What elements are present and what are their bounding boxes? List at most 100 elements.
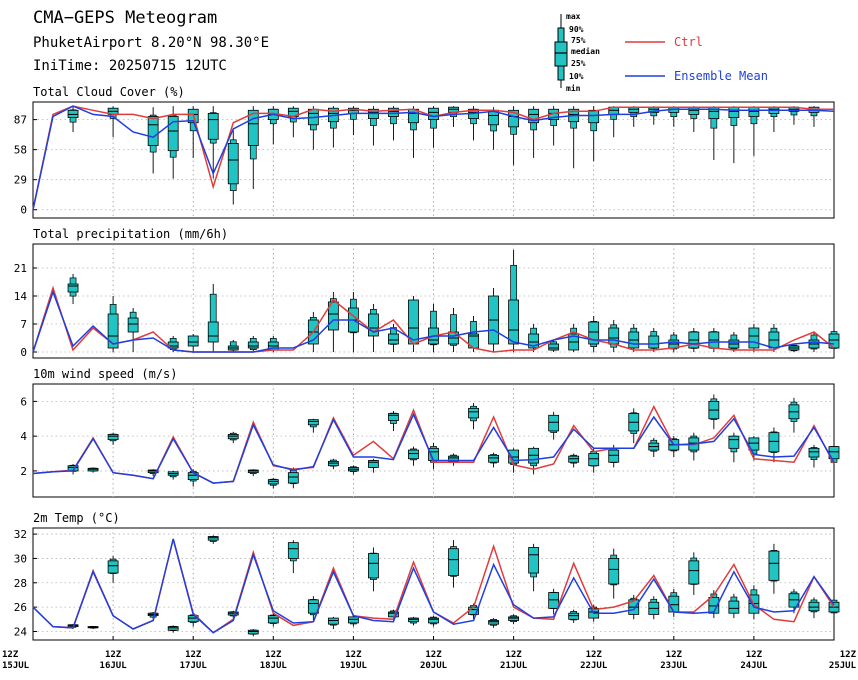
wind-speed-inner-box [468,407,479,419]
x-tick-label-day: 22JUL [580,661,608,671]
temperature-inner-box [267,615,279,624]
wind-speed-inner-box [408,449,419,460]
wind-speed-ytick-label: 2 [20,465,27,478]
temperature-ytick-label: 32 [14,528,27,541]
temperature-ytick-label: 24 [14,625,28,638]
temperature-inner-box [548,592,560,609]
cloud-cover-inner-box [147,116,159,146]
panel-title-wind-speed: 10m wind speed (m/s) [33,367,178,381]
precipitation-inner-box [368,313,379,337]
precipitation-inner-box [548,343,560,351]
box-legend-inner-box [554,41,568,67]
temperature-inner-box [448,548,459,576]
x-tick-label-hour: 12Z [505,650,522,660]
x-tick-label-day: 19JUL [340,661,368,671]
x-tick-label-hour: 12Z [586,650,603,660]
precipitation-ytick-label: 0 [20,346,27,359]
cloud-cover-inner-box [728,106,740,118]
cloud-cover-inner-box [388,107,399,117]
precipitation-ensemble-mean-line [32,289,835,353]
temperature-inner-box [107,560,119,574]
box-legend-label-25: 25% [571,59,586,68]
wind-speed-inner-box [588,453,600,467]
cloud-cover-ytick-label: 29 [14,174,27,187]
mean-legend-label: Ensemble Mean [674,69,768,83]
wind-speed-inner-box [808,447,820,458]
temperature-inner-box [247,629,259,635]
x-tick-label-hour: 12Z [666,650,683,660]
cloud-cover-inner-box [428,107,439,121]
panel-precipitation: Total precipitation (mm/6h) 0 7 14 21 [14,227,840,359]
precipitation-inner-box [67,283,79,293]
wind-speed-inner-box [448,455,459,462]
temperature-ytick-label: 28 [14,577,27,590]
temperature-inner-box [408,617,419,623]
temperature-inner-box [528,547,540,574]
wind-speed-inner-box [768,432,780,453]
precipitation-ytick-label: 21 [14,262,27,275]
temperature-inner-box [368,553,379,579]
cloud-cover-ytick-label: 58 [14,144,27,157]
precipitation-inner-box [127,317,139,333]
temperature-inner-box [167,626,179,631]
box-legend-label-median: median [571,46,600,56]
x-tick-label-hour: 12Z [265,650,282,660]
precipitation-inner-box [327,301,339,331]
wind-speed-ytick-label: 4 [20,430,27,443]
wind-speed-inner-box [548,414,560,432]
init-time: IniTime: 20250715 12UTC [33,58,227,74]
x-tick-label-hour: 12Z [746,650,763,660]
x-tick-label-day: 21JUL [500,661,528,671]
temperature-inner-box [327,617,339,625]
cloud-cover-inner-box [748,106,760,117]
cloud-cover-inner-box [227,143,239,185]
cloud-cover-inner-box [207,112,219,140]
wind-speed-inner-box [287,472,299,484]
precipitation-inner-box [588,321,600,345]
precipitation-inner-box [107,313,119,349]
wind-speed-inner-box [488,454,499,463]
x-axis-labels: 12Z15JUL12Z16JUL12Z17JUL12Z18JUL12Z19JUL… [2,636,857,671]
temperature-inner-box [788,593,800,608]
wind-speed-ytick-label: 6 [20,395,27,408]
box-legend-label-max: max [566,12,581,21]
cloud-cover-inner-box [628,106,640,113]
cloud-cover-inner-box [67,109,79,118]
precipitation-inner-box [748,327,760,349]
x-tick-label-day: 23JUL [660,661,688,671]
wind-speed-inner-box [368,460,379,468]
temperature-inner-box [768,550,780,581]
line-legend: Ctrl Ensemble Mean [625,35,768,83]
box-legend-label-75: 75% [571,36,586,45]
panel-title-temperature: 2m Temp (°C) [33,511,120,525]
x-tick-label-hour: 12Z [840,650,857,660]
x-tick-label-day: 25JUL [829,661,857,671]
temperature-inner-box [728,600,740,614]
precipitation-inner-box [388,333,399,345]
x-tick-label-day: 20JUL [420,661,448,671]
x-tick-label-hour: 12Z [2,650,19,660]
cloud-cover-ytick-label: 0 [20,204,27,217]
wind-speed-inner-box [608,449,620,463]
box-legend-label-90: 90% [569,25,584,34]
x-tick-label-hour: 12Z [345,650,362,660]
x-tick-label-day: 15JUL [2,661,30,671]
x-tick-label-hour: 12Z [185,650,202,660]
precipitation-inner-box [247,341,259,349]
temperature-ytick-label: 30 [14,552,27,565]
precipitation-inner-box [528,333,540,349]
precipitation-inner-box [608,327,620,345]
panel-temperature: 2m Temp (°C) 24 26 28 30 32 [14,511,840,641]
box-legend-label-min: min [566,83,581,93]
temperature-inner-box [428,617,439,624]
panel-cloud-cover: Total Cloud Cover (%) 0 29 58 87 [14,85,835,219]
cloud-cover-ensemble-mean-line [32,105,835,210]
figure-title: CMA−GEPS Meteogram [33,8,217,28]
temperature-inner-box [808,601,820,612]
temperature-inner-box [388,611,399,618]
precipitation-outer-box [450,314,457,346]
temperature-ytick-label: 26 [14,601,27,614]
wind-speed-inner-box [728,435,740,449]
cloud-cover-inner-box [247,109,259,146]
